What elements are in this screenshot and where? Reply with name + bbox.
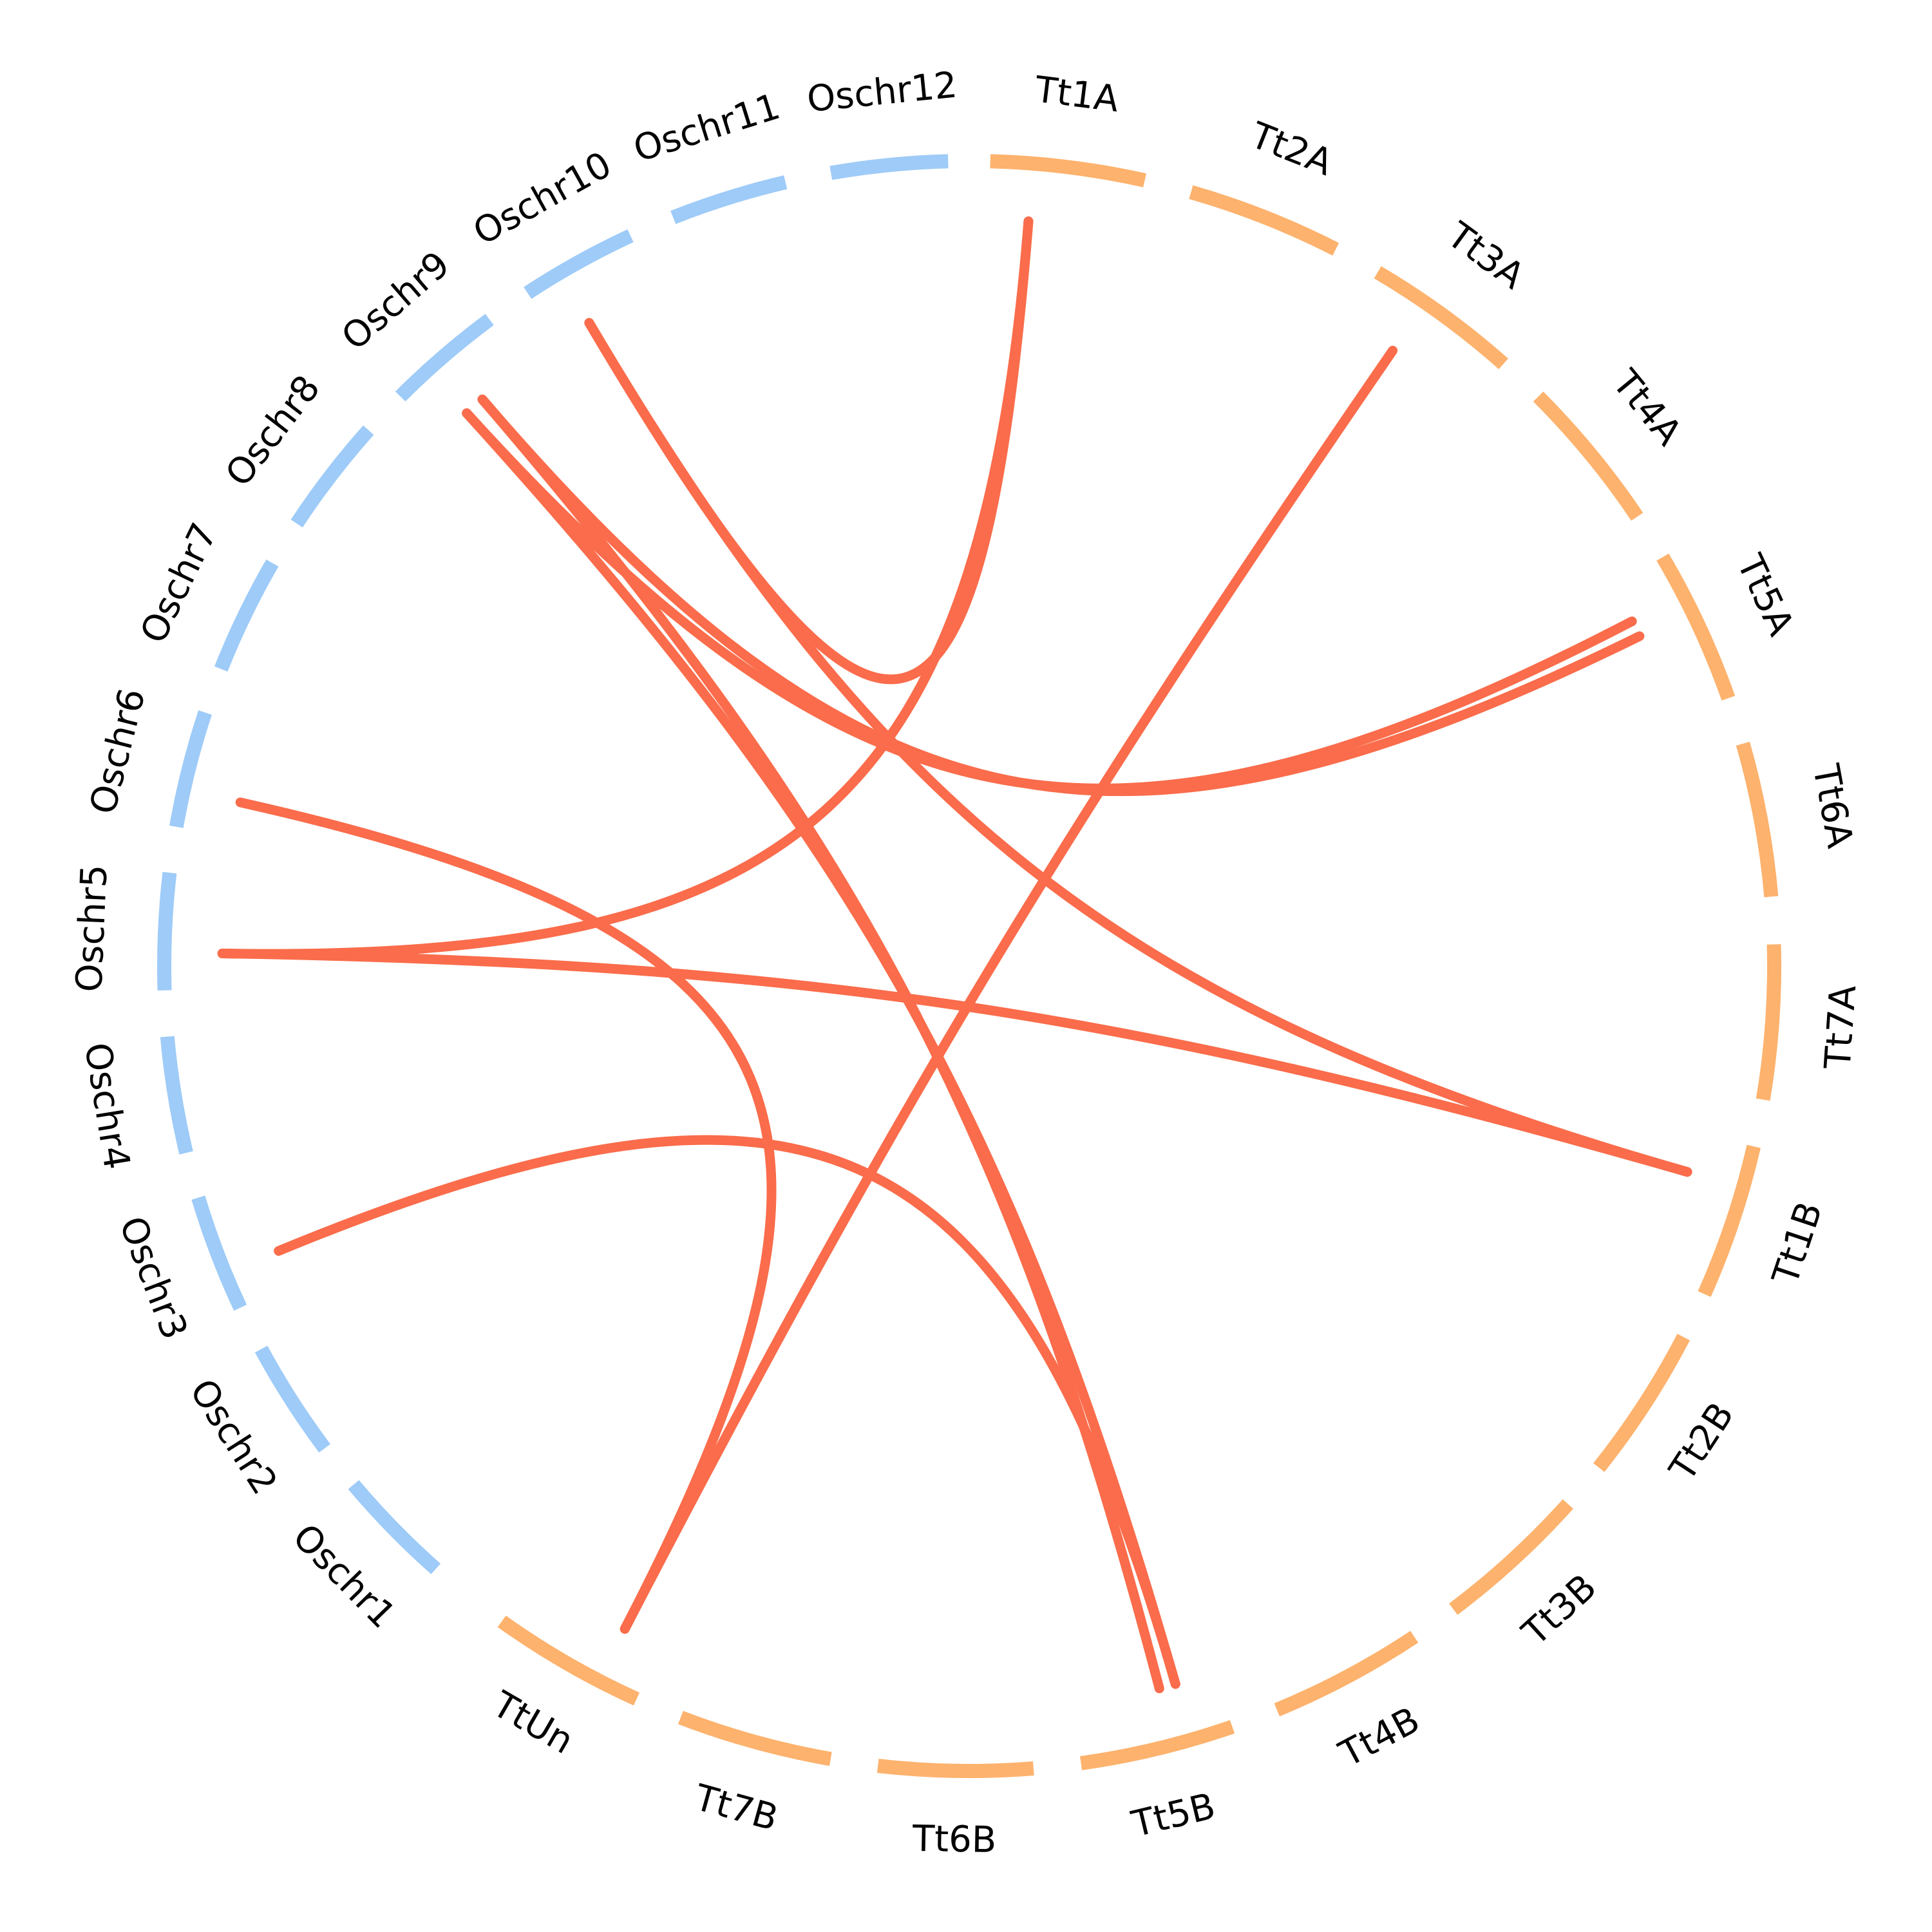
chromosome-arc-oschr3 bbox=[191, 1195, 247, 1311]
chromosome-label-oschr9: Oschr9 bbox=[334, 243, 458, 359]
chromosome-arc-oschr9 bbox=[395, 314, 494, 402]
chromosome-label-tt3b: Tt3B bbox=[1514, 1566, 1605, 1654]
chromosome-arc-tt6b bbox=[876, 1759, 1034, 1778]
chromosome-arc-oschr1 bbox=[348, 1480, 441, 1575]
chromosome-label-tt2a: Tt2A bbox=[1244, 114, 1338, 184]
link-oschr5-tt1a bbox=[217, 216, 1034, 959]
chromosome-label-oschr12: Oschr12 bbox=[805, 64, 959, 120]
chromosome-arc-oschr5 bbox=[157, 871, 177, 991]
chromosome-label-oschr4: Oschr4 bbox=[76, 1040, 138, 1173]
chromosome-arc-tt6a bbox=[1736, 741, 1779, 898]
chromosome-arc-tt7b bbox=[677, 1710, 832, 1766]
chromosome-arc-tt5b bbox=[1080, 1719, 1235, 1770]
chromosome-arc-tt5a bbox=[1656, 553, 1736, 701]
chromosome-label-tt5a: Tt5A bbox=[1728, 548, 1801, 642]
link-oschr9-tt5b bbox=[477, 394, 1164, 1694]
chromosome-arc-oschr6 bbox=[169, 710, 213, 828]
chromosome-arc-tt1b bbox=[1698, 1144, 1761, 1297]
chromosome-label-oschr8: Oschr8 bbox=[218, 368, 328, 495]
chromosome-label-tt5b: Tt5B bbox=[1127, 1785, 1219, 1846]
chromosome-label-oschr7: Oschr7 bbox=[133, 516, 226, 650]
chromosome-arc-tt4a bbox=[1533, 392, 1643, 521]
chromosome-arc-tt2a bbox=[1189, 185, 1340, 256]
chromosome-label-oschr3: Oschr3 bbox=[111, 1211, 195, 1345]
chromosome-arc-oschr7 bbox=[214, 559, 279, 672]
chromosome-label-tt1a: Tt1A bbox=[1032, 69, 1121, 121]
chromosome-arc-tt3b bbox=[1449, 1499, 1573, 1615]
link-oschr5-tt1b bbox=[217, 949, 1692, 1177]
link-tt3a-ttun bbox=[620, 345, 1398, 1634]
chromosome-label-tt4b: Tt4B bbox=[1332, 1699, 1426, 1776]
link-oschr9-tt5a bbox=[477, 394, 1645, 797]
chromosome-label-tt6a: Tt6A bbox=[1804, 761, 1861, 851]
chromosome-label-tt6b: Tt6B bbox=[911, 1818, 996, 1861]
chromosome-arc-tt2b bbox=[1593, 1334, 1690, 1472]
chromosome-label-tt3a: Tt3A bbox=[1439, 214, 1531, 298]
chromosome-ring bbox=[157, 154, 1781, 1778]
chromosome-label-oschr10: Oschr10 bbox=[466, 144, 618, 253]
chromosome-label-tt7a: Tt7A bbox=[1817, 984, 1864, 1071]
chromosome-arc-tt3a bbox=[1374, 266, 1508, 370]
chromosome-label-tt7b: Tt7B bbox=[690, 1777, 782, 1840]
chromosome-arc-oschr4 bbox=[160, 1036, 193, 1155]
synteny-links bbox=[217, 216, 1692, 1694]
chromosome-label-tt1b: Tt1B bbox=[1765, 1197, 1831, 1290]
chromosome-arc-ttun bbox=[497, 1615, 640, 1706]
link-oschr10-tt1b bbox=[584, 317, 1692, 1177]
chromosome-label-oschr6: Oschr6 bbox=[82, 685, 153, 819]
chromosome-label-ttun: TtUn bbox=[485, 1683, 580, 1763]
chromosome-arc-oschr11 bbox=[670, 175, 788, 224]
chromosome-label-tt4a: Tt4A bbox=[1604, 362, 1690, 454]
link-oschr6-ttun bbox=[235, 797, 777, 1634]
chromosome-arc-tt7a bbox=[1756, 944, 1781, 1101]
chromosome-label-tt2b: Tt2B bbox=[1662, 1395, 1743, 1488]
chromosome-label-oschr11: Oschr11 bbox=[629, 86, 785, 171]
chromosome-arc-oschr8 bbox=[290, 425, 374, 528]
chromosome-label-oschr1: Oschr1 bbox=[285, 1516, 404, 1636]
chromosome-arc-tt1a bbox=[990, 154, 1146, 187]
chromosome-label-oschr2: Oschr2 bbox=[181, 1372, 285, 1502]
chromosome-label-oschr5: Oschr5 bbox=[68, 864, 115, 993]
chromosome-arc-oschr2 bbox=[254, 1345, 331, 1453]
chromosome-arc-oschr10 bbox=[524, 229, 634, 299]
link-oschr9-tt5b bbox=[462, 408, 1180, 1689]
chromosome-arc-tt4b bbox=[1274, 1631, 1419, 1717]
chromosome-arc-oschr12 bbox=[829, 154, 949, 180]
